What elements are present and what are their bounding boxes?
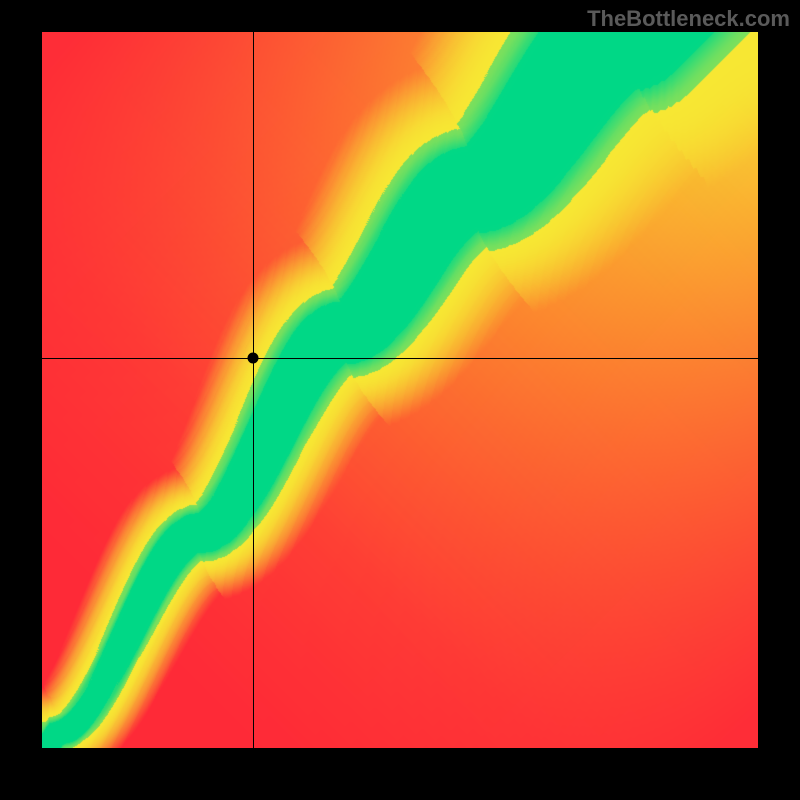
crosshair-vertical — [253, 32, 254, 748]
crosshair-marker — [248, 352, 259, 363]
attribution-text: TheBottleneck.com — [587, 6, 790, 32]
heatmap-chart — [42, 32, 758, 748]
crosshair-horizontal — [42, 358, 758, 359]
heatmap-canvas — [42, 32, 758, 748]
